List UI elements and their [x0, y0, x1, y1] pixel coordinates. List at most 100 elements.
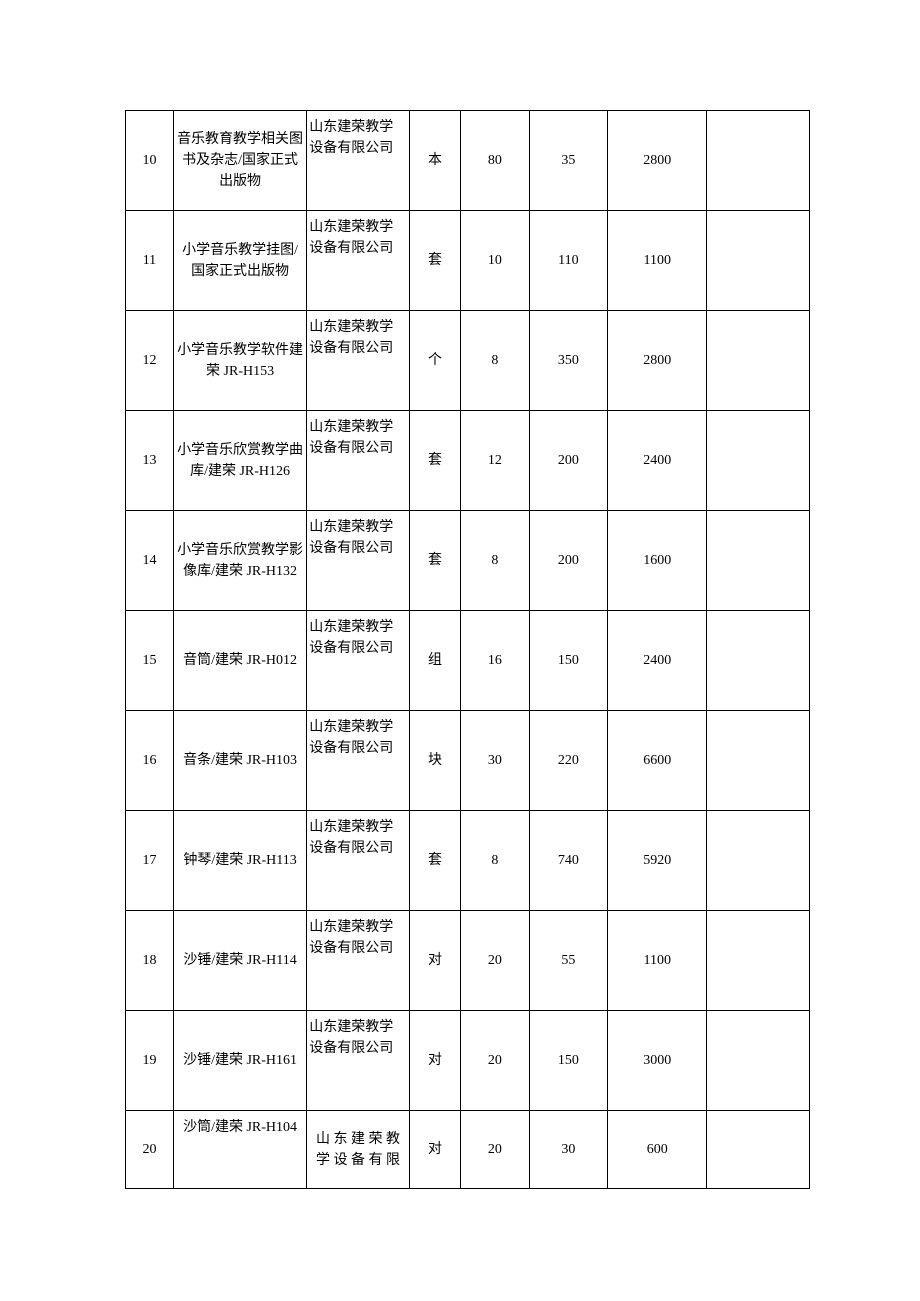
- table-row: 16 音条/建荣 JR-H103 山东建荣教学设备有限公司 块 30 220 6…: [126, 711, 810, 811]
- cell-name: 沙筒/建荣 JR-H104: [173, 1111, 306, 1189]
- cell-price: 200: [529, 511, 608, 611]
- cell-idx: 17: [126, 811, 174, 911]
- cell-total: 1600: [608, 511, 707, 611]
- cell-unit: 套: [409, 411, 460, 511]
- cell-company: 山东建荣教学设备有限公司: [307, 911, 410, 1011]
- cell-price: 150: [529, 611, 608, 711]
- cell-blank: [707, 211, 810, 311]
- cell-price: 55: [529, 911, 608, 1011]
- cell-unit: 组: [409, 611, 460, 711]
- table-row: 14 小学音乐欣赏教学影像库/建荣 JR-H132 山东建荣教学设备有限公司 套…: [126, 511, 810, 611]
- cell-unit: 套: [409, 511, 460, 611]
- table-row: 17 钟琴/建荣 JR-H113 山东建荣教学设备有限公司 套 8 740 59…: [126, 811, 810, 911]
- cell-total: 6600: [608, 711, 707, 811]
- cell-price: 30: [529, 1111, 608, 1189]
- cell-price: 110: [529, 211, 608, 311]
- cell-name: 钟琴/建荣 JR-H113: [173, 811, 306, 911]
- cell-price: 740: [529, 811, 608, 911]
- equipment-table: 10 音乐教育教学相关图书及杂志/国家正式出版物 山东建荣教学设备有限公司 本 …: [125, 110, 810, 1189]
- cell-company: 山东建荣教学设备有限公司: [307, 611, 410, 711]
- cell-idx: 20: [126, 1111, 174, 1189]
- table-row: 11 小学音乐教学挂图/国家正式出版物 山东建荣教学设备有限公司 套 10 11…: [126, 211, 810, 311]
- cell-name: 音乐教育教学相关图书及杂志/国家正式出版物: [173, 111, 306, 211]
- cell-idx: 19: [126, 1011, 174, 1111]
- cell-qty: 8: [461, 311, 529, 411]
- cell-total: 600: [608, 1111, 707, 1189]
- cell-name: 沙锤/建荣 JR-H161: [173, 1011, 306, 1111]
- cell-blank: [707, 511, 810, 611]
- cell-blank: [707, 1011, 810, 1111]
- cell-company: 山东建荣教学设备有限公司: [307, 311, 410, 411]
- cell-name: 小学音乐教学挂图/国家正式出版物: [173, 211, 306, 311]
- cell-company: 山东建荣教学设备有限公司: [307, 711, 410, 811]
- cell-company: 山东建荣教学设备有限公司: [307, 511, 410, 611]
- cell-company: 山 东 建 荣 教学 设 备 有 限: [307, 1111, 410, 1189]
- cell-total: 2800: [608, 311, 707, 411]
- cell-name: 音条/建荣 JR-H103: [173, 711, 306, 811]
- cell-unit: 套: [409, 811, 460, 911]
- cell-qty: 10: [461, 211, 529, 311]
- cell-idx: 18: [126, 911, 174, 1011]
- cell-unit: 套: [409, 211, 460, 311]
- cell-unit: 本: [409, 111, 460, 211]
- cell-name: 沙锤/建荣 JR-H114: [173, 911, 306, 1011]
- cell-blank: [707, 711, 810, 811]
- cell-price: 220: [529, 711, 608, 811]
- cell-unit: 对: [409, 1011, 460, 1111]
- cell-qty: 8: [461, 811, 529, 911]
- cell-unit: 对: [409, 911, 460, 1011]
- cell-price: 35: [529, 111, 608, 211]
- cell-total: 3000: [608, 1011, 707, 1111]
- cell-idx: 14: [126, 511, 174, 611]
- cell-blank: [707, 811, 810, 911]
- cell-company: 山东建荣教学设备有限公司: [307, 211, 410, 311]
- cell-blank: [707, 911, 810, 1011]
- cell-idx: 12: [126, 311, 174, 411]
- cell-company: 山东建荣教学设备有限公司: [307, 411, 410, 511]
- cell-name: 音筒/建荣 JR-H012: [173, 611, 306, 711]
- table-row: 18 沙锤/建荣 JR-H114 山东建荣教学设备有限公司 对 20 55 11…: [126, 911, 810, 1011]
- table-row: 13 小学音乐欣赏教学曲库/建荣 JR-H126 山东建荣教学设备有限公司 套 …: [126, 411, 810, 511]
- cell-blank: [707, 411, 810, 511]
- cell-company: 山东建荣教学设备有限公司: [307, 811, 410, 911]
- cell-unit: 个: [409, 311, 460, 411]
- cell-unit: 对: [409, 1111, 460, 1189]
- cell-blank: [707, 1111, 810, 1189]
- table-row: 15 音筒/建荣 JR-H012 山东建荣教学设备有限公司 组 16 150 2…: [126, 611, 810, 711]
- cell-qty: 30: [461, 711, 529, 811]
- cell-total: 2800: [608, 111, 707, 211]
- cell-qty: 80: [461, 111, 529, 211]
- cell-idx: 16: [126, 711, 174, 811]
- cell-idx: 13: [126, 411, 174, 511]
- cell-qty: 20: [461, 911, 529, 1011]
- cell-name: 小学音乐欣赏教学影像库/建荣 JR-H132: [173, 511, 306, 611]
- cell-idx: 15: [126, 611, 174, 711]
- cell-total: 2400: [608, 611, 707, 711]
- cell-company: 山东建荣教学设备有限公司: [307, 1011, 410, 1111]
- cell-blank: [707, 111, 810, 211]
- table-body: 10 音乐教育教学相关图书及杂志/国家正式出版物 山东建荣教学设备有限公司 本 …: [126, 111, 810, 1189]
- cell-qty: 16: [461, 611, 529, 711]
- cell-blank: [707, 311, 810, 411]
- cell-total: 1100: [608, 211, 707, 311]
- cell-name: 小学音乐欣赏教学曲库/建荣 JR-H126: [173, 411, 306, 511]
- cell-total: 2400: [608, 411, 707, 511]
- cell-unit: 块: [409, 711, 460, 811]
- cell-price: 200: [529, 411, 608, 511]
- cell-company: 山东建荣教学设备有限公司: [307, 111, 410, 211]
- cell-price: 150: [529, 1011, 608, 1111]
- table-row: 19 沙锤/建荣 JR-H161 山东建荣教学设备有限公司 对 20 150 3…: [126, 1011, 810, 1111]
- table-row: 20 沙筒/建荣 JR-H104 山 东 建 荣 教学 设 备 有 限 对 20…: [126, 1111, 810, 1189]
- cell-idx: 11: [126, 211, 174, 311]
- cell-qty: 20: [461, 1011, 529, 1111]
- cell-idx: 10: [126, 111, 174, 211]
- cell-qty: 12: [461, 411, 529, 511]
- cell-total: 1100: [608, 911, 707, 1011]
- cell-blank: [707, 611, 810, 711]
- cell-total: 5920: [608, 811, 707, 911]
- cell-qty: 20: [461, 1111, 529, 1189]
- table-row: 12 小学音乐教学软件建荣 JR-H153 山东建荣教学设备有限公司 个 8 3…: [126, 311, 810, 411]
- table-row: 10 音乐教育教学相关图书及杂志/国家正式出版物 山东建荣教学设备有限公司 本 …: [126, 111, 810, 211]
- cell-price: 350: [529, 311, 608, 411]
- cell-name: 小学音乐教学软件建荣 JR-H153: [173, 311, 306, 411]
